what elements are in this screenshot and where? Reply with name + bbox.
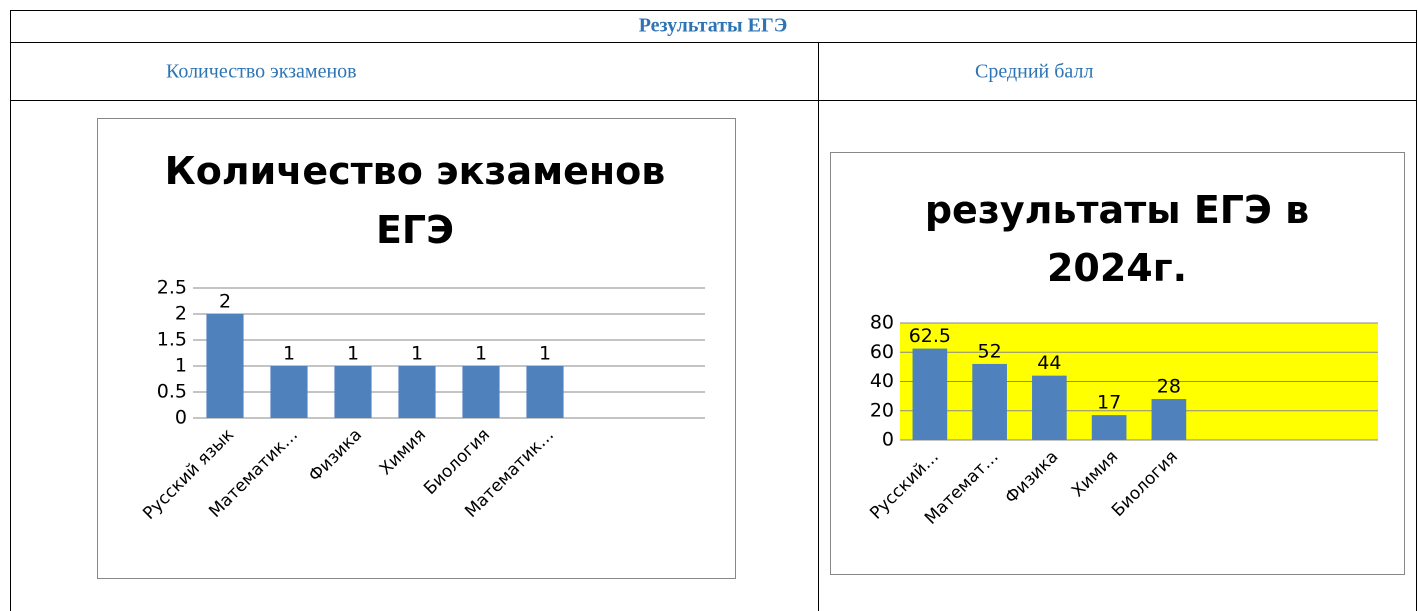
bar bbox=[206, 314, 244, 418]
data-label: 1 bbox=[347, 343, 359, 365]
chart-title: результаты ЕГЭ в 2024г. bbox=[925, 188, 1309, 290]
bar bbox=[526, 366, 564, 418]
chart-title: Количество экзаменов ЕГЭ bbox=[165, 149, 666, 252]
bar bbox=[972, 363, 1007, 440]
data-label: 44 bbox=[1037, 352, 1061, 374]
y-tick-label: 20 bbox=[870, 399, 894, 421]
bar bbox=[462, 366, 500, 418]
chart: результаты ЕГЭ в 2024г.020406080Русский…6… bbox=[830, 152, 1405, 575]
data-label: 62.5 bbox=[909, 325, 951, 347]
column-header: Средний балл bbox=[975, 61, 1093, 83]
bar bbox=[270, 366, 308, 418]
y-tick-label: 1 bbox=[175, 355, 187, 377]
y-tick-label: 1.5 bbox=[157, 329, 187, 351]
data-label: 52 bbox=[978, 340, 1002, 362]
bar bbox=[1151, 399, 1187, 440]
chart: Количество экзаменов ЕГЭ00.511.522.5Русск… bbox=[97, 118, 736, 579]
y-tick-label: 2 bbox=[175, 303, 187, 325]
bar bbox=[334, 366, 372, 418]
bar bbox=[1032, 375, 1067, 440]
data-label: 1 bbox=[475, 343, 487, 365]
y-tick-label: 80 bbox=[870, 312, 894, 334]
data-label: 1 bbox=[283, 343, 295, 365]
y-tick-label: 0 bbox=[175, 407, 187, 429]
y-tick-label: 0.5 bbox=[157, 381, 187, 403]
data-label: 2 bbox=[219, 291, 231, 313]
data-label: 28 bbox=[1157, 376, 1181, 398]
bar bbox=[912, 348, 948, 440]
y-tick-label: 40 bbox=[870, 370, 894, 392]
y-tick-label: 0 bbox=[882, 429, 894, 451]
bar bbox=[398, 366, 436, 418]
table-title: Результаты ЕГЭ bbox=[639, 15, 788, 37]
data-label: 17 bbox=[1097, 392, 1121, 414]
column-header: Количество экзаменов bbox=[166, 61, 357, 83]
y-tick-label: 60 bbox=[870, 341, 894, 363]
chart-frame bbox=[97, 118, 736, 579]
data-label: 1 bbox=[411, 343, 423, 365]
bar bbox=[1091, 415, 1127, 440]
data-label: 1 bbox=[539, 343, 551, 365]
y-tick-label: 2.5 bbox=[157, 277, 187, 299]
table-border bbox=[10, 10, 1417, 611]
